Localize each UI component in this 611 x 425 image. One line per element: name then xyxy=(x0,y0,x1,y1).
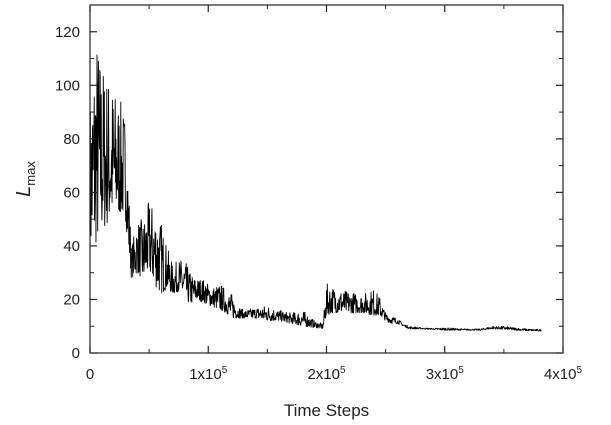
x-tick-label: 3x105 xyxy=(426,365,465,383)
y-axis-title: Lmax xyxy=(13,161,38,197)
x-tick-label: 4x105 xyxy=(544,365,583,383)
y-tick-label: 40 xyxy=(63,238,80,255)
x-axis-title: Time Steps xyxy=(284,401,369,420)
series-layer xyxy=(89,54,542,332)
series-line xyxy=(89,54,542,332)
svg-text:Lmax: Lmax xyxy=(13,161,38,197)
x-tick-label: 1x105 xyxy=(189,365,228,383)
y-tick-label: 100 xyxy=(55,77,80,94)
x-tick-label: 2x105 xyxy=(307,365,346,383)
y-tick-label: 120 xyxy=(55,24,80,41)
y-tick-label: 0 xyxy=(72,345,80,362)
y-axis-title-main: L xyxy=(13,186,35,197)
x-tick-label: 0 xyxy=(86,366,94,383)
y-tick-label: 80 xyxy=(63,131,80,148)
y-tick-label: 20 xyxy=(63,291,80,308)
y-tick-label: 60 xyxy=(63,184,80,201)
y-axis-title-subscript: max xyxy=(23,161,38,186)
tick-layer: 0 20 40 60 80 100 120 0 1x105 2x105 3x105 4x105 xyxy=(55,5,583,383)
